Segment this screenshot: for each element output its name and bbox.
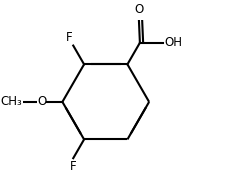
Text: CH₃: CH₃	[0, 95, 22, 108]
Text: F: F	[70, 160, 76, 173]
Text: OH: OH	[164, 36, 182, 49]
Text: O: O	[134, 3, 143, 16]
Text: F: F	[65, 32, 72, 44]
Text: O: O	[37, 95, 46, 108]
